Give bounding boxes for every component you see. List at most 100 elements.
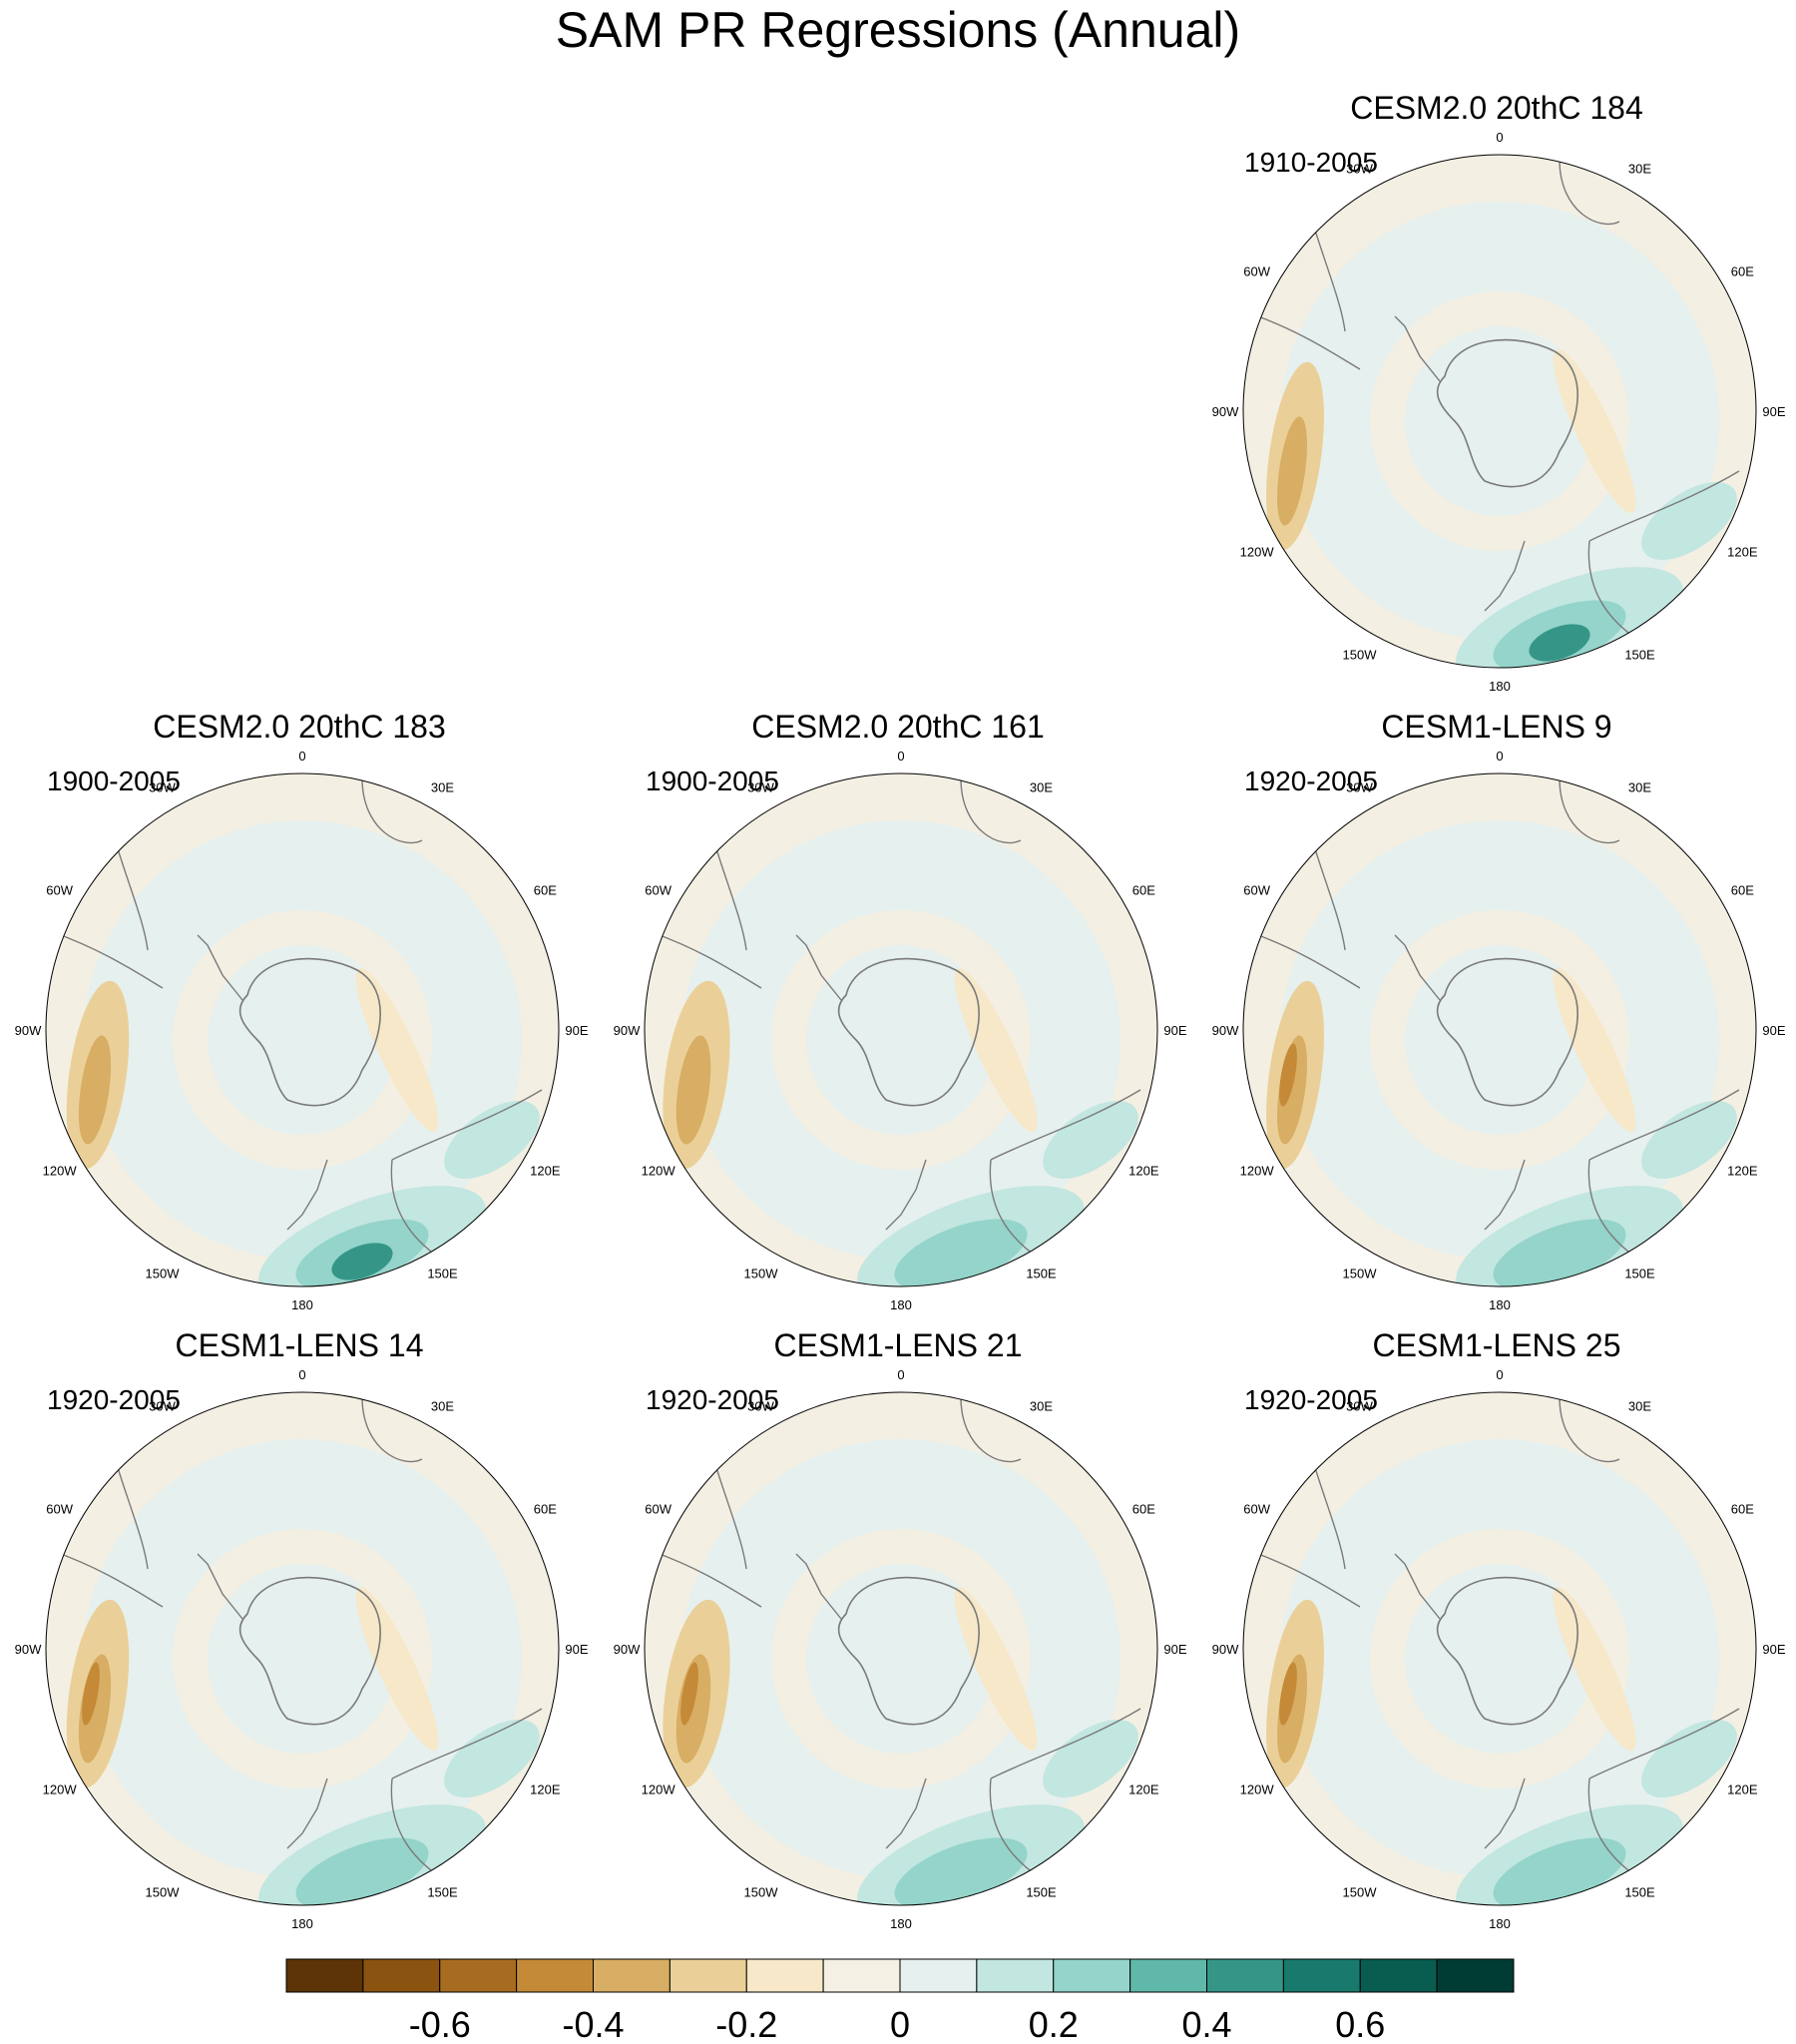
colorbar-bin — [516, 1958, 594, 1993]
new-zealand-coastline — [1484, 1778, 1526, 1849]
wet-region-east — [444, 1100, 540, 1180]
longitude-label: 120E — [1727, 1783, 1758, 1797]
antarctic-peninsula-coastline — [197, 1553, 243, 1620]
longitude-label: 30W — [1346, 162, 1373, 177]
dry-band-east — [1553, 968, 1636, 1132]
wet-core-strong — [331, 1243, 393, 1280]
longitude-label: 60W — [46, 1502, 73, 1517]
polar-map: 0 30E 60E 90E 120E 150E 180 150W 120W 90W 60W 30W — [1212, 749, 1786, 1312]
wet-region-east — [444, 1719, 540, 1798]
antarctic-peninsula-coastline — [1394, 934, 1441, 1001]
polar-map: 0 30E 60E 90E 120E 150E 180 150W 120W 90W 60W 30W — [15, 1367, 589, 1931]
south-america-coastline — [651, 931, 762, 989]
longitude-label: 60W — [1243, 883, 1270, 898]
longitude-label: 30E — [1628, 162, 1651, 177]
longitude-label: 0 — [298, 749, 305, 764]
field-layer — [1243, 773, 1756, 1286]
longitude-label: 90E — [1163, 1023, 1186, 1038]
longitude-label: 180 — [1489, 1916, 1511, 1931]
longitude-label: 120W — [43, 1783, 78, 1797]
longitude-label: 150E — [427, 1884, 458, 1899]
longitude-label: 60W — [645, 1502, 672, 1517]
longitude-label: 0 — [298, 1367, 305, 1382]
dry-core-strong — [1279, 1662, 1297, 1726]
polar-map: 0 30E 60E 90E 120E 150E 180 150W 120W 90W 60W 30W — [1212, 130, 1786, 694]
africa-coastline — [1559, 1396, 1620, 1463]
longitude-label: 90E — [565, 1023, 588, 1038]
south-america-coastline — [651, 1550, 762, 1608]
longitude-label: 60E — [1731, 264, 1754, 279]
dry-core-strong — [680, 1662, 698, 1726]
map-border-circle — [45, 1391, 560, 1906]
panel-years: 1920-2005 — [1244, 1384, 1378, 1415]
polar-map: 0 30E 60E 90E 120E 150E 180 150W 120W 90W 60W 30W — [15, 749, 589, 1312]
longitude-label: 90E — [1163, 1642, 1186, 1657]
wet-core — [1493, 1219, 1626, 1286]
longitude-label: 150W — [1343, 1884, 1378, 1899]
antarctic-peninsula-coastline — [795, 934, 842, 1001]
antarctica-coastline — [837, 957, 980, 1107]
longitude-label: 30E — [1628, 780, 1651, 795]
antarctica-coastline — [1436, 338, 1578, 488]
colorbar-bin — [1129, 1958, 1207, 1993]
longitude-label: 90E — [1762, 1023, 1785, 1038]
map-border-circle — [45, 772, 560, 1287]
colorbar-bin — [745, 1958, 824, 1993]
wet-core — [1493, 1837, 1626, 1905]
longitude-label: 30E — [431, 1399, 454, 1414]
antarctica-coastline — [1436, 1576, 1578, 1726]
longitude-label: 60W — [46, 883, 73, 898]
colorbar-bin — [1053, 1958, 1131, 1993]
longitude-label: 180 — [1489, 679, 1511, 694]
longitude-label: 120E — [1727, 545, 1758, 560]
map-panel-p3: CESM2.0 20thC 161 1900-2005 0 30E 60E 90E 120E… — [599, 709, 1197, 1327]
colorbar-bin — [899, 1958, 978, 1993]
polar-cap-field — [806, 1564, 996, 1754]
new-zealand-coastline — [1484, 1159, 1526, 1231]
south-america-coastline — [1249, 312, 1361, 370]
longitude-label: 120E — [1128, 1783, 1159, 1797]
longitude-label: 30W — [149, 780, 176, 795]
longitude-label: 30W — [149, 1399, 176, 1414]
colorbar-tick-label: -0.2 — [715, 2004, 777, 2044]
antarctic-peninsula-coastline — [795, 1553, 842, 1620]
field-layer — [46, 1392, 559, 1905]
colorbar-bin — [362, 1958, 441, 1993]
longitude-label: 90E — [1762, 1642, 1785, 1657]
polar-map: 0 30E 60E 90E 120E 150E 180 150W 120W 90W 60W 30W — [1212, 1367, 1786, 1931]
panel-title: CESM2.0 20thC 161 — [751, 709, 1045, 745]
longitude-label: 180 — [890, 1916, 912, 1931]
longitude-label: 90W — [1212, 1642, 1239, 1657]
panel-title: CESM2.0 20thC 184 — [1350, 90, 1643, 126]
antarctica-coastline — [238, 957, 381, 1107]
panel-title: CESM2.0 20thC 183 — [153, 709, 446, 745]
map-panel-p5: CESM1-LENS 14 1920-2005 0 30E 60E 90E 120E 150E… — [0, 1327, 599, 1946]
field-layer — [46, 773, 559, 1286]
longitude-label: 30E — [1030, 1399, 1053, 1414]
longitude-label: 60E — [1132, 883, 1155, 898]
longitude-label: 150W — [744, 1884, 779, 1899]
polar-cap-field — [208, 945, 397, 1135]
longitude-label: 30E — [1030, 780, 1053, 795]
longitude-label: 120W — [642, 1783, 676, 1797]
map-border-circle — [1242, 772, 1757, 1287]
antarctica-coastline — [238, 1576, 381, 1726]
antarctic-peninsula-coastline — [1394, 1553, 1441, 1620]
dry-core — [675, 1654, 711, 1764]
africa-coastline — [361, 1396, 423, 1463]
longitude-label: 60W — [645, 883, 672, 898]
longitude-label: 120W — [1240, 545, 1275, 560]
new-zealand-coastline — [885, 1159, 927, 1231]
panel-title: CESM1-LENS 21 — [773, 1327, 1023, 1363]
africa-coastline — [960, 1396, 1022, 1463]
panel-years: 1920-2005 — [1244, 766, 1378, 796]
colorbar-bin — [439, 1958, 518, 1993]
map-border-circle — [1242, 154, 1757, 669]
wet-region-east — [1641, 1100, 1737, 1180]
longitude-label: 90W — [15, 1023, 42, 1038]
figure-title: SAM PR Regressions (Annual) — [555, 2, 1241, 58]
longitude-label: 0 — [897, 749, 904, 764]
colorbar-tick-label: 0.2 — [1029, 2004, 1079, 2044]
longitude-label: 90W — [614, 1642, 641, 1657]
map-panel-p2: CESM2.0 20thC 183 1900-2005 0 30E 60E 90E 120E… — [0, 709, 599, 1327]
